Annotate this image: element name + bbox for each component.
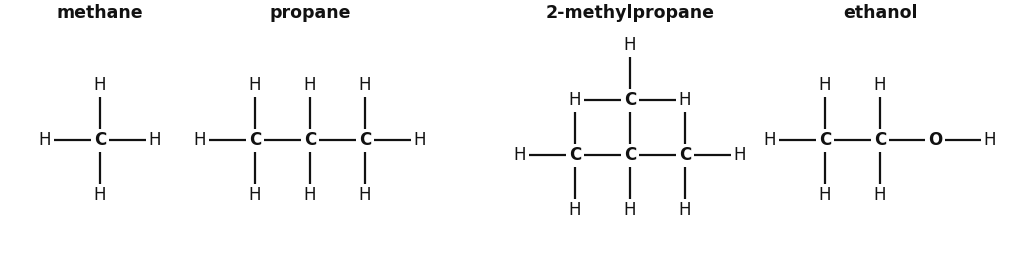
Text: H: H xyxy=(249,186,261,204)
Text: C: C xyxy=(679,146,691,164)
Text: H: H xyxy=(148,131,161,149)
Text: H: H xyxy=(304,186,316,204)
Text: C: C xyxy=(624,146,636,164)
Text: H: H xyxy=(568,91,582,109)
Text: H: H xyxy=(624,36,636,54)
Text: H: H xyxy=(194,131,206,149)
Text: H: H xyxy=(249,76,261,94)
Text: H: H xyxy=(819,186,831,204)
Text: H: H xyxy=(568,91,582,109)
Text: H: H xyxy=(734,146,746,164)
Text: propane: propane xyxy=(269,4,351,22)
Text: C: C xyxy=(624,91,636,109)
Text: O: O xyxy=(928,131,942,149)
Text: H: H xyxy=(414,131,426,149)
Text: H: H xyxy=(984,131,996,149)
Text: methane: methane xyxy=(56,4,143,22)
Text: H: H xyxy=(358,76,372,94)
Text: C: C xyxy=(358,131,371,149)
Text: H: H xyxy=(679,91,691,109)
Text: H: H xyxy=(679,91,691,109)
Text: C: C xyxy=(819,131,831,149)
Text: C: C xyxy=(569,146,582,164)
Text: ethanol: ethanol xyxy=(843,4,918,22)
Text: H: H xyxy=(819,76,831,94)
Text: C: C xyxy=(873,131,886,149)
Text: C: C xyxy=(304,131,316,149)
Text: H: H xyxy=(39,131,51,149)
Text: C: C xyxy=(94,131,106,149)
Text: H: H xyxy=(679,201,691,219)
Text: H: H xyxy=(624,201,636,219)
Text: H: H xyxy=(304,76,316,94)
Text: H: H xyxy=(873,186,886,204)
Text: H: H xyxy=(94,76,106,94)
Text: H: H xyxy=(873,76,886,94)
Text: H: H xyxy=(568,201,582,219)
Text: H: H xyxy=(764,131,776,149)
Text: H: H xyxy=(514,146,526,164)
Text: H: H xyxy=(94,186,106,204)
Text: H: H xyxy=(358,186,372,204)
Text: 2-methylpropane: 2-methylpropane xyxy=(546,4,715,22)
Text: C: C xyxy=(249,131,261,149)
